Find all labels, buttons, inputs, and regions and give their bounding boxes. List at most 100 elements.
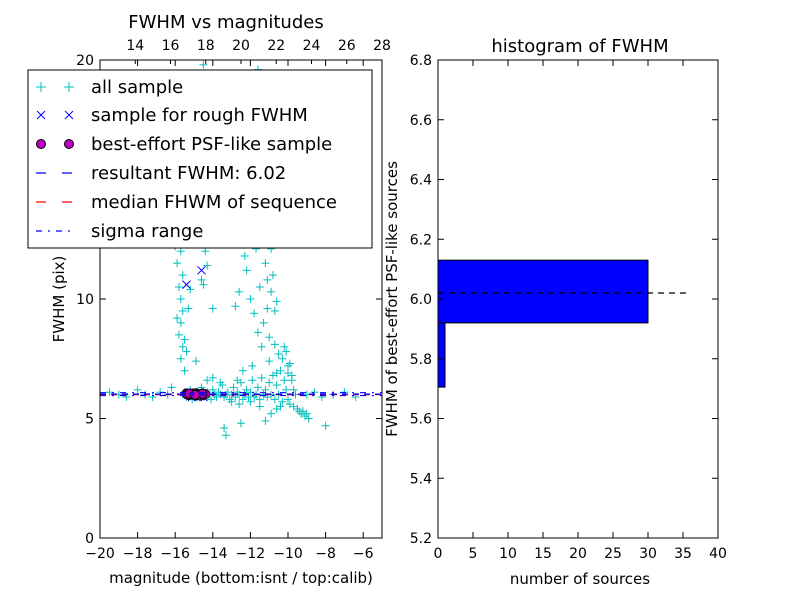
scatter-point-all-sample bbox=[270, 395, 279, 404]
scatter-point-all-sample bbox=[285, 359, 294, 368]
x-tick-label-top: 20 bbox=[232, 38, 250, 54]
scatter-point-all-sample bbox=[180, 366, 189, 375]
scatter-point-all-sample bbox=[233, 376, 242, 385]
scatter-point-all-sample bbox=[265, 378, 274, 387]
legend-marker-x bbox=[36, 110, 74, 120]
scatter-point-all-sample bbox=[280, 376, 289, 385]
scatter-point-all-sample bbox=[257, 373, 266, 382]
x-tick-label-top: 14 bbox=[126, 38, 144, 54]
scatter-point-all-sample bbox=[186, 285, 195, 294]
x-tick-label-top: 28 bbox=[373, 38, 391, 54]
y-tick-label: 20 bbox=[76, 53, 94, 69]
x-tick-label-top: 26 bbox=[338, 38, 356, 54]
scatter-ticks: −20 −18 −16 −14 −12 −10 −8 −6 14 16 18 20 22 24 26 28 0 5… bbox=[76, 38, 391, 562]
scatter-point-all-sample bbox=[199, 60, 208, 69]
histogram-y-axis-label: FWHM of best-effort PSF-like sources bbox=[383, 161, 401, 437]
scatter-legend: all sample sample for rough FWHM best-ef… bbox=[27, 69, 373, 249]
scatter-point-all-sample bbox=[263, 304, 272, 313]
scatter-point-all-sample bbox=[176, 318, 185, 327]
y-tick-label: 5.4 bbox=[410, 471, 432, 487]
scatter-point-all-sample bbox=[282, 347, 291, 356]
scatter-point-all-sample bbox=[265, 333, 274, 342]
scatter-point-all-sample bbox=[231, 302, 240, 311]
y-tick-label: 5.6 bbox=[410, 412, 432, 428]
scatter-point-all-sample bbox=[182, 347, 191, 356]
legend-item-rough-sample: sample for rough FWHM bbox=[36, 105, 308, 126]
x-tick-label: 35 bbox=[674, 546, 692, 562]
y-tick-label: 6.8 bbox=[410, 53, 432, 69]
histogram-bars bbox=[437, 259, 649, 388]
scatter-panel: −20 −18 −16 −14 −12 −10 −8 −6 14 16 18 20 22 24 26 28 0 5… bbox=[27, 12, 391, 587]
scatter-point-all-sample bbox=[278, 354, 287, 363]
y-tick-label: 5.8 bbox=[410, 352, 432, 368]
scatter-point-all-sample bbox=[229, 383, 238, 392]
scatter-point-all-sample bbox=[176, 354, 185, 363]
scatter-point-rough-sample bbox=[182, 280, 191, 290]
scatter-point-all-sample bbox=[178, 342, 187, 351]
histogram-panel: 0 5 10 15 20 25 30 35 40 5.2 5.4 5.6 5.8 6.0 6.2 6.4 6.6… bbox=[383, 36, 727, 588]
scatter-point-all-sample bbox=[274, 349, 283, 358]
x-tick-label: 5 bbox=[469, 546, 478, 562]
legend-item-all-sample: all sample bbox=[36, 77, 183, 98]
scatter-point-all-sample bbox=[253, 328, 262, 337]
x-tick-label: 20 bbox=[569, 546, 587, 562]
y-tick-label: 0 bbox=[85, 531, 94, 547]
scatter-point-all-sample bbox=[178, 306, 187, 315]
y-tick-label: 6.4 bbox=[410, 173, 432, 189]
scatter-point-all-sample bbox=[238, 395, 247, 404]
legend-label: best-effort PSF-like sample bbox=[91, 134, 332, 155]
scatter-point-all-sample bbox=[302, 409, 311, 418]
x-tick-label-bottom: −6 bbox=[353, 546, 374, 562]
scatter-point-all-sample bbox=[282, 385, 291, 394]
scatter-point-all-sample bbox=[203, 376, 212, 385]
scatter-point-all-sample bbox=[280, 342, 289, 351]
scatter-point-all-sample bbox=[176, 295, 185, 303]
scatter-point-all-sample bbox=[304, 414, 313, 423]
scatter-point-all-sample bbox=[250, 309, 259, 318]
scatter-point-all-sample bbox=[216, 378, 225, 387]
scatter-title: FWHM vs magnitudes bbox=[128, 12, 323, 33]
scatter-point-all-sample bbox=[203, 261, 212, 270]
x-tick-label-top: 16 bbox=[162, 38, 180, 54]
scatter-point-all-sample bbox=[178, 271, 187, 280]
scatter-point-all-sample bbox=[272, 404, 281, 413]
histogram-ticks: 0 5 10 15 20 25 30 35 40 5.2 5.4 5.6 5.8 6.0 6.2 6.4 6.6… bbox=[410, 53, 727, 562]
x-tick-label-bottom: −16 bbox=[160, 546, 190, 562]
y-tick-label: 6.0 bbox=[410, 292, 432, 308]
scatter-point-all-sample bbox=[208, 304, 217, 313]
scatter-y-axis-label: FWHM (pix) bbox=[50, 256, 68, 343]
legend-box bbox=[27, 69, 373, 249]
x-tick-label: 0 bbox=[434, 546, 443, 562]
legend-label: sample for rough FWHM bbox=[91, 105, 308, 126]
scatter-point-all-sample bbox=[174, 283, 183, 292]
scatter-point-all-sample bbox=[167, 383, 176, 392]
x-tick-label-bottom: −20 bbox=[85, 546, 115, 562]
scatter-point-all-sample bbox=[199, 280, 208, 289]
x-tick-label-bottom: −12 bbox=[236, 546, 266, 562]
scatter-point-all-sample bbox=[246, 295, 255, 303]
legend-label: resultant FWHM: 6.02 bbox=[91, 163, 286, 184]
scatter-point-all-sample bbox=[259, 318, 268, 327]
scatter-point-all-sample bbox=[268, 271, 277, 280]
scatter-point-all-sample bbox=[265, 357, 274, 366]
y-tick-label: 6.6 bbox=[410, 113, 432, 129]
scatter-point-all-sample bbox=[173, 259, 182, 268]
scatter-point-all-sample bbox=[255, 402, 264, 411]
scatter-point-all-sample bbox=[255, 283, 264, 292]
histogram-bar bbox=[437, 322, 446, 388]
x-stroke bbox=[197, 265, 206, 275]
scatter-point-all-sample bbox=[246, 397, 255, 406]
x-tick-label: 10 bbox=[499, 546, 517, 562]
legend-label: median FHWM of sequence bbox=[91, 192, 337, 213]
scatter-point-all-sample bbox=[174, 330, 183, 339]
y-tick-label: 10 bbox=[76, 292, 94, 308]
scatter-point-all-sample bbox=[270, 306, 279, 315]
x-tick-label: 30 bbox=[639, 546, 657, 562]
scatter-point-all-sample bbox=[321, 421, 330, 430]
scatter-point-all-sample bbox=[272, 297, 281, 306]
scatter-point-all-sample bbox=[173, 314, 182, 323]
scatter-point-all-sample bbox=[261, 259, 270, 268]
scatter-point-all-sample bbox=[133, 385, 142, 394]
legend-item-sigma-range: sigma range bbox=[36, 221, 203, 242]
x-tick-label-bottom: −14 bbox=[198, 546, 228, 562]
